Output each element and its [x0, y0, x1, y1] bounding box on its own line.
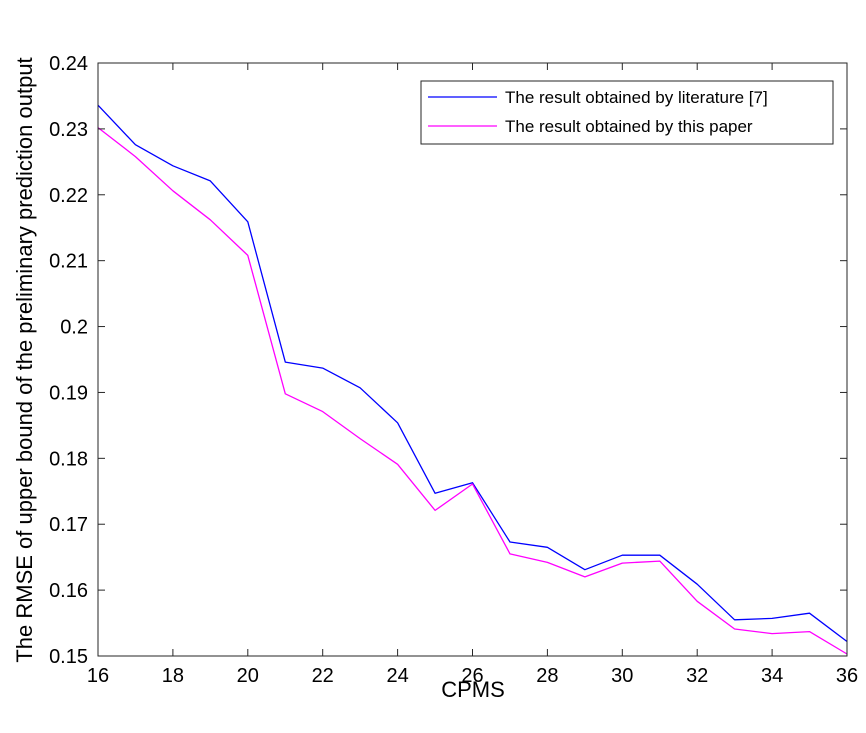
y-tick-label: 0.18	[49, 448, 88, 470]
x-axis-label: CPMS	[441, 677, 505, 702]
y-tick-label: 0.24	[49, 53, 88, 75]
y-tick-label: 0.16	[49, 580, 88, 602]
y-tick-label: 0.19	[49, 382, 88, 404]
x-tick-label: 36	[836, 665, 858, 687]
x-tick-label: 26	[461, 665, 483, 687]
series-line-2	[97, 127, 848, 655]
x-tick-label: 22	[312, 665, 334, 687]
ticks-layer: 16 18 20 22 24 26 28 30 32 34 36 0.15 0.16 0.17 0.18 0.…	[49, 53, 858, 687]
x-tick-label: 18	[162, 665, 184, 687]
y-tick-label: 0.17	[49, 514, 88, 536]
x-tick-label: 24	[386, 665, 408, 687]
legend-label-series-1: The result obtained by literature [7]	[505, 88, 768, 107]
series-layer	[97, 104, 848, 655]
y-tick-label: 0.23	[49, 119, 88, 141]
y-axis-label: The RMSE of upper bound of the prelimina…	[12, 57, 37, 662]
x-tick-label: 30	[611, 665, 633, 687]
y-tick-label: 0.21	[49, 251, 88, 273]
plot-area-background	[98, 63, 847, 656]
series-line-1	[97, 104, 848, 643]
x-tick-label: 32	[686, 665, 708, 687]
x-tick-label: 34	[761, 665, 783, 687]
y-tick-label: 0.2	[60, 317, 88, 339]
legend-label-series-2: The result obtained by this paper	[505, 117, 753, 136]
x-tick-label: 16	[87, 665, 109, 687]
y-tick-label: 0.22	[49, 185, 88, 207]
x-tick-label: 28	[536, 665, 558, 687]
legend: The result obtained by literature [7] Th…	[420, 80, 834, 145]
legend-box	[420, 80, 834, 145]
x-tick-label: 20	[237, 665, 259, 687]
y-tick-label: 0.15	[49, 646, 88, 668]
